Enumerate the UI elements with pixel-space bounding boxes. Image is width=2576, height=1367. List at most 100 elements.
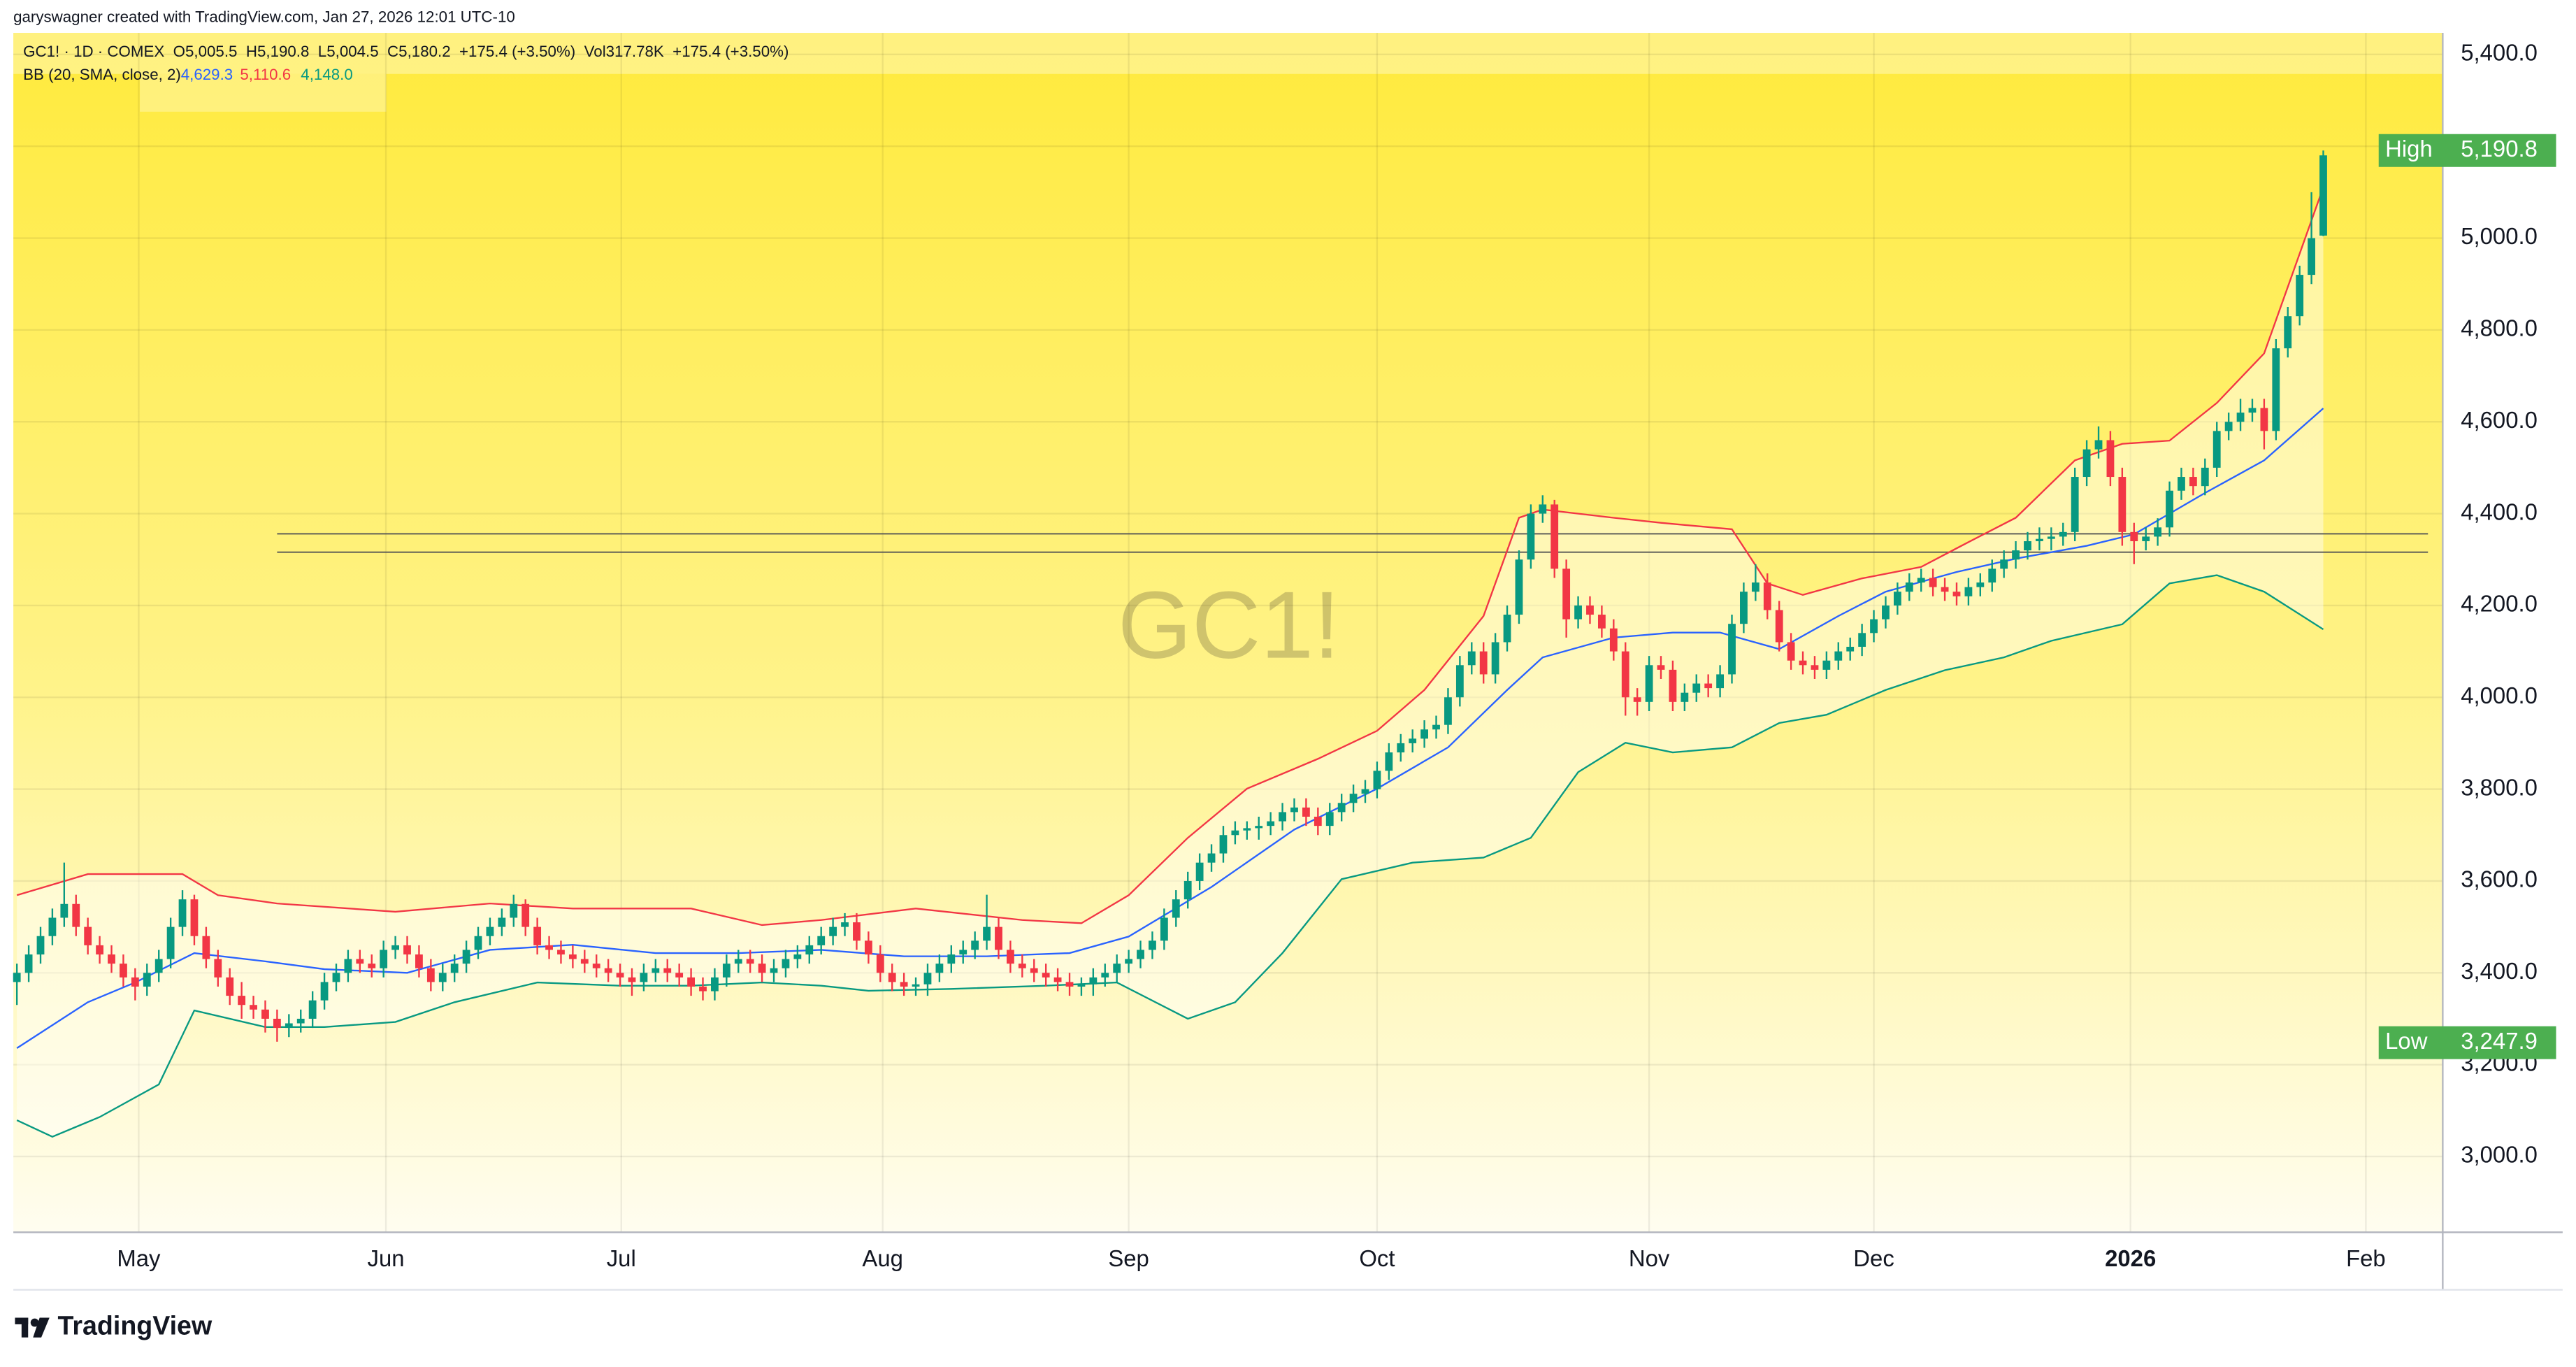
candle-body xyxy=(2272,348,2280,431)
candle-body xyxy=(959,950,967,955)
y-tick-label: 3,400.0 xyxy=(2461,958,2538,984)
candle-body xyxy=(2319,155,2327,236)
candle-body xyxy=(557,950,565,955)
candle-body xyxy=(84,926,92,945)
candle-body xyxy=(1183,880,1192,900)
candle-body xyxy=(699,986,707,992)
candle-body xyxy=(2236,413,2245,422)
candle-body xyxy=(1030,968,1038,973)
candle-body xyxy=(486,926,494,936)
y-tick-label: 3,600.0 xyxy=(2461,866,2538,892)
candle-body xyxy=(923,973,932,985)
candle-body xyxy=(1645,665,1653,702)
x-tick-label: Nov xyxy=(1629,1245,1670,1271)
candle-body xyxy=(864,940,872,955)
candle-body xyxy=(226,977,234,996)
candle-body xyxy=(1337,803,1346,813)
candle-body xyxy=(1207,853,1216,863)
candle-body xyxy=(1397,743,1405,753)
candle-body xyxy=(415,954,423,968)
candle-body xyxy=(202,936,210,959)
candle-body xyxy=(344,959,352,973)
candle-body xyxy=(1137,950,1144,959)
candle-body xyxy=(2094,440,2103,450)
candle-body xyxy=(888,973,896,982)
candle-body xyxy=(24,954,33,973)
candle-body xyxy=(1089,977,1098,985)
candle-body xyxy=(2036,538,2043,541)
candle-body xyxy=(1101,973,1109,978)
candle-body xyxy=(568,954,577,959)
candle-body xyxy=(1077,984,1086,987)
candle-body xyxy=(2118,477,2127,532)
brand: TradingView xyxy=(58,1311,213,1340)
candle-body xyxy=(2201,467,2209,487)
y-tick-label: 4,600.0 xyxy=(2461,407,2538,433)
candle-body xyxy=(1870,619,1878,634)
candle-body xyxy=(1799,660,1807,666)
candle-body xyxy=(2166,490,2173,528)
candle-body xyxy=(1053,977,1062,982)
candle-body xyxy=(1325,812,1334,826)
price-tag-label: Low xyxy=(2385,1028,2428,1054)
candle-body xyxy=(1113,964,1121,973)
candle-body xyxy=(876,954,884,973)
candle-body xyxy=(1562,568,1571,620)
candle-body xyxy=(1952,592,1961,596)
logo-part xyxy=(30,1318,39,1327)
candle-body xyxy=(438,973,447,982)
candle-body xyxy=(935,964,944,973)
candle-body xyxy=(2130,531,2138,541)
candle-body xyxy=(1811,665,1819,670)
candle-body xyxy=(426,968,435,982)
candle-body xyxy=(1195,862,1204,881)
candle-body xyxy=(1432,724,1440,730)
candle-body xyxy=(1279,812,1286,822)
candle-body xyxy=(663,968,672,973)
candle-body xyxy=(2000,559,2008,569)
price-tag-value: 5,190.8 xyxy=(2461,136,2538,162)
candle-body xyxy=(120,964,127,978)
candle-body xyxy=(1574,605,1582,620)
candle-body xyxy=(368,964,376,968)
candle-body xyxy=(829,926,837,936)
candle-body xyxy=(841,922,849,927)
candle-body xyxy=(853,922,861,941)
candle-body xyxy=(1007,950,1014,964)
candle-body xyxy=(1018,964,1026,968)
candle-body xyxy=(2106,440,2115,478)
watermark: GC1! xyxy=(1118,572,1340,678)
logo-part xyxy=(21,1317,29,1338)
candle-body xyxy=(687,977,695,987)
candle-body xyxy=(2308,238,2315,275)
y-tick-label: 3,000.0 xyxy=(2461,1142,2538,1168)
candle-body xyxy=(758,964,766,973)
candle-body xyxy=(793,954,802,959)
legend-strip xyxy=(140,73,387,112)
candle-body xyxy=(1740,592,1748,624)
candle-body xyxy=(1704,683,1713,689)
candle-body xyxy=(722,964,731,978)
x-tick-label: Oct xyxy=(1359,1245,1395,1271)
candle-body xyxy=(356,959,364,964)
candle-body xyxy=(2047,536,2055,539)
candle-body xyxy=(1775,610,1783,643)
candle-body xyxy=(1609,628,1618,652)
candle-body xyxy=(1846,647,1855,652)
candle-body xyxy=(1787,642,1795,661)
candle-body xyxy=(1243,828,1251,831)
candle-body xyxy=(60,903,69,918)
candle-body xyxy=(640,973,648,982)
candle-body xyxy=(1373,771,1381,789)
candle-body xyxy=(1479,651,1488,675)
candle-body xyxy=(1349,794,1358,803)
candle-body xyxy=(214,959,222,978)
candle-body xyxy=(604,968,612,973)
candle-body xyxy=(2224,422,2233,431)
candle-body xyxy=(1255,826,1263,829)
plot-background xyxy=(13,32,2443,1233)
candle-body xyxy=(1065,982,1074,987)
candle-body xyxy=(108,954,115,964)
candle-body xyxy=(143,973,151,987)
